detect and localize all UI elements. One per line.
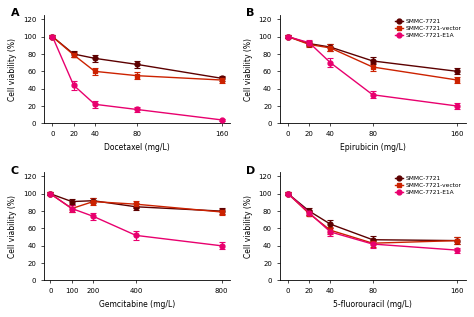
X-axis label: Epirubicin (mg/L): Epirubicin (mg/L)	[340, 143, 406, 152]
Y-axis label: Cell viability (%): Cell viability (%)	[244, 38, 253, 101]
Y-axis label: Cell viability (%): Cell viability (%)	[9, 195, 18, 258]
Text: B: B	[246, 9, 255, 18]
X-axis label: Docetaxel (mg/L): Docetaxel (mg/L)	[104, 143, 170, 152]
X-axis label: Gemcitabine (mg/L): Gemcitabine (mg/L)	[99, 300, 175, 309]
Y-axis label: Cell viability (%): Cell viability (%)	[244, 195, 253, 258]
Legend: SMMC-7721, SMMC-7721-vector, SMMC-7721-E1A: SMMC-7721, SMMC-7721-vector, SMMC-7721-E…	[393, 18, 463, 39]
Text: A: A	[10, 9, 19, 18]
Y-axis label: Cell viability (%): Cell viability (%)	[9, 38, 18, 101]
Text: D: D	[246, 165, 255, 176]
X-axis label: 5-fluorouracil (mg/L): 5-fluorouracil (mg/L)	[333, 300, 412, 309]
Text: C: C	[10, 165, 18, 176]
Legend: SMMC-7721, SMMC-7721-vector, SMMC-7721-E1A: SMMC-7721, SMMC-7721-vector, SMMC-7721-E…	[393, 175, 463, 196]
